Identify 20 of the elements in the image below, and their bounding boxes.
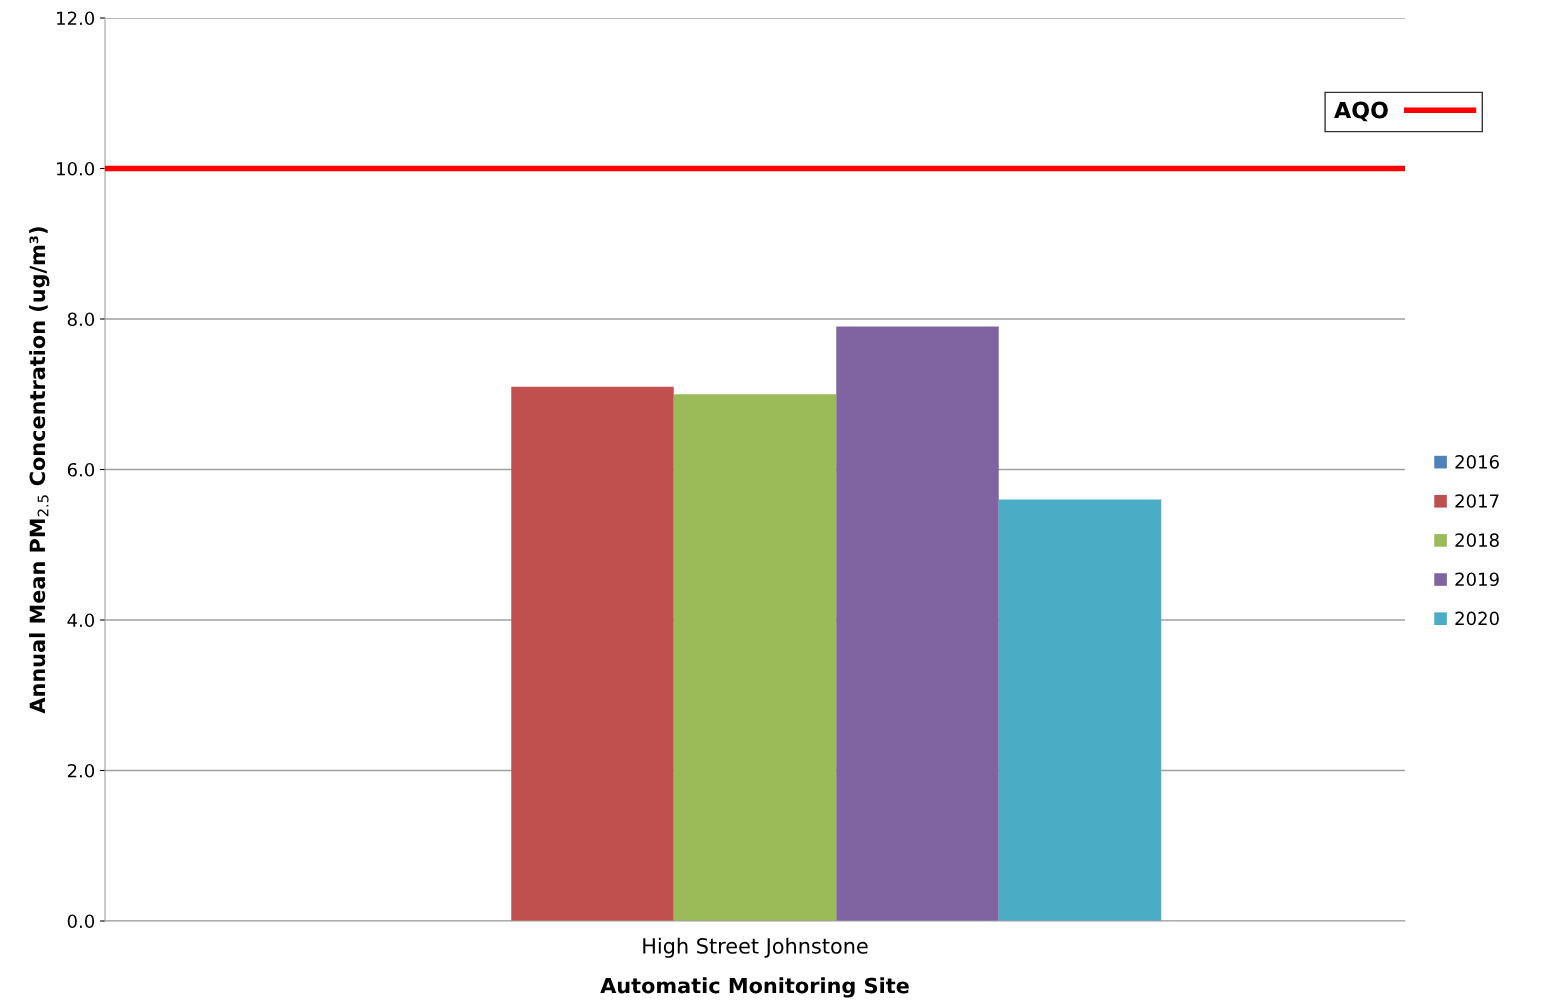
legend-label: 2017: [1455, 494, 1499, 508]
y-tick-label: 2.0: [67, 763, 95, 778]
y-tick-label: 0.0: [67, 914, 95, 929]
bar: [998, 499, 1162, 921]
y-tick-label: 4.0: [67, 613, 95, 628]
bar: [836, 326, 999, 921]
x-tick-label: High Street Johnstone: [643, 937, 868, 958]
bar: [673, 394, 837, 921]
bar: [511, 386, 674, 921]
legend-label: 2016: [1455, 455, 1499, 469]
y-tick-label: 12.0: [57, 11, 95, 26]
x-axis-title: Automatic Monitoring Site: [600, 977, 909, 998]
legend-label: 2019: [1455, 572, 1499, 587]
y-tick-label: 8.0: [67, 312, 95, 327]
ref-line-label: AQO: [1334, 101, 1388, 122]
y-axis-title: Annual Mean PM$_{2.5}$ Concentration (ug/m³): [29, 227, 50, 714]
legend-label: 2018: [1455, 533, 1499, 547]
y-tick-label: 6.0: [67, 462, 95, 477]
legend-label: 2020: [1455, 611, 1499, 626]
y-tick-label: 10.0: [57, 161, 95, 176]
